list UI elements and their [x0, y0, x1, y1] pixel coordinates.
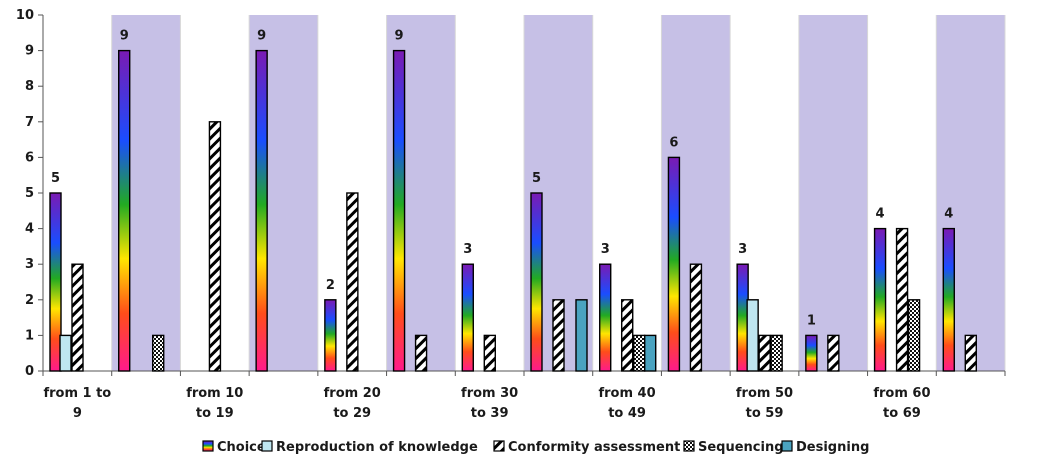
bar-conformity-assessment — [208, 121, 222, 372]
legend-swatch-choice — [202, 440, 214, 452]
bar-conformity-assessment — [621, 299, 634, 372]
y-tick-label: 7 — [25, 115, 34, 130]
data-label: 4 — [944, 207, 953, 222]
y-tick-label: 8 — [25, 79, 34, 94]
y-tick-label: 4 — [25, 222, 34, 237]
bar-choice — [530, 192, 543, 372]
y-tick-label: 9 — [25, 44, 34, 59]
bar-sequencing — [907, 299, 921, 372]
x-category-label: from 20 — [324, 386, 381, 401]
bar-choice — [118, 49, 131, 372]
legend-swatch-designing — [781, 440, 793, 452]
y-tick-label: 2 — [25, 293, 34, 308]
y-tick-label: 3 — [25, 257, 34, 272]
data-label: 3 — [601, 242, 610, 257]
data-label: 3 — [463, 242, 472, 257]
bar-designing — [575, 299, 588, 372]
legend-swatch-sequencing — [683, 440, 695, 452]
x-category-label: to 69 — [883, 406, 921, 421]
bar-choice — [461, 263, 474, 372]
bar-conformity-assessment — [758, 334, 771, 372]
bar-designing — [644, 334, 657, 372]
bar-conformity-assessment — [552, 299, 565, 372]
bar-choice — [49, 192, 62, 372]
bar-choice — [942, 227, 955, 372]
bar-choice — [255, 49, 268, 372]
x-category-label: from 50 — [736, 386, 793, 401]
data-label: 2 — [326, 278, 335, 293]
bar-reproduction-of-knowledge — [746, 299, 759, 372]
bar-choice — [805, 334, 818, 372]
legend-label: Choice — [217, 440, 266, 455]
data-label: 6 — [669, 135, 678, 150]
bar-conformity-assessment — [71, 263, 84, 372]
data-label: 3 — [738, 242, 747, 257]
bar-choice — [392, 49, 406, 372]
data-label: 9 — [120, 29, 129, 44]
bar-choice — [599, 263, 612, 372]
bar-conformity-assessment — [964, 334, 977, 372]
data-label: 5 — [532, 171, 541, 186]
data-label: 1 — [807, 313, 816, 328]
bar-conformity-assessment — [689, 263, 703, 372]
bar-choice — [324, 299, 337, 372]
x-category-label: to 29 — [333, 406, 371, 421]
x-category-label: from 1 to — [43, 386, 111, 401]
legend-label: Designing — [796, 440, 869, 455]
bar-choice — [873, 227, 887, 372]
x-category-label: to 19 — [196, 406, 234, 421]
legend-label: Conformity assessment — [508, 440, 680, 455]
group-shading — [42, 15, 1006, 371]
data-labels: 5 9 9 2 9 3 5 3 6 3 1 4 4 — [51, 29, 953, 329]
legend-swatch-reproduction-of-knowledge — [261, 440, 273, 452]
bar-choice — [667, 156, 681, 372]
bar-conformity-assessment — [827, 334, 840, 372]
y-tick-label: 1 — [25, 328, 34, 343]
y-tick-label: 5 — [25, 186, 34, 201]
axes: 0 1 2 3 4 5 6 7 8 9 10 from 1 to 9 from 10 to 19 from 2… — [16, 8, 1006, 421]
bars — [49, 49, 977, 372]
x-category-label: from 10 — [186, 386, 243, 401]
group-shade-band — [798, 15, 868, 371]
x-category-label: 9 — [73, 406, 82, 421]
x-category-label: from 40 — [598, 386, 655, 401]
y-tick-label: 0 — [25, 364, 34, 379]
legend-label: Reproduction of knowledge — [276, 440, 478, 455]
legend-swatch-conformity-assessment — [493, 440, 505, 452]
x-category-label: to 59 — [746, 406, 784, 421]
x-category-label: from 60 — [873, 386, 930, 401]
data-label: 5 — [51, 171, 60, 186]
data-label: 9 — [395, 29, 404, 44]
bar-sequencing — [633, 334, 646, 372]
data-label: 4 — [876, 207, 885, 222]
x-category-label: to 49 — [608, 406, 646, 421]
bar-conformity-assessment — [895, 227, 909, 372]
y-tick-label: 10 — [16, 8, 34, 23]
bar-sequencing — [770, 334, 783, 372]
data-label: 9 — [257, 29, 266, 44]
bar-reproduction-of-knowledge — [59, 334, 72, 372]
x-category-label: from 30 — [461, 386, 518, 401]
bar-conformity-assessment — [414, 334, 428, 372]
bar-conformity-assessment — [346, 192, 359, 372]
x-category-label: to 39 — [471, 406, 509, 421]
legend-label: Sequencing — [698, 440, 784, 455]
legend: Choice Reproduction of knowledge Conformit… — [202, 440, 869, 455]
y-tick-label: 6 — [25, 150, 34, 165]
bar-sequencing — [152, 334, 165, 372]
bar-conformity-assessment — [483, 334, 496, 372]
